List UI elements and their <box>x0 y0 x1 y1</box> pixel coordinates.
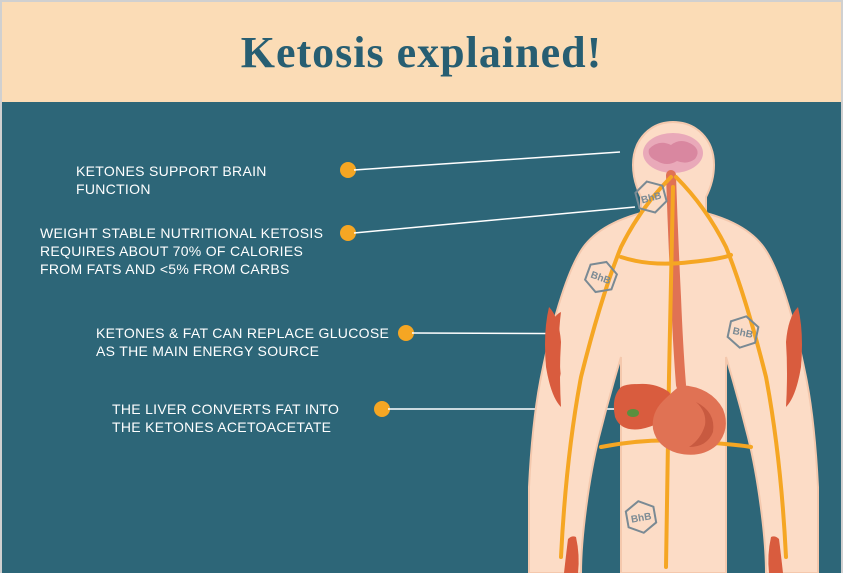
callout-text-2: KETONES & FAT CAN REPLACE GLUCOSE AS THE… <box>96 324 396 360</box>
callout-text-1: WEIGHT STABLE NUTRITIONAL KETOSIS REQUIR… <box>40 224 338 279</box>
main-diagram-area: KETONES SUPPORT BRAIN FUNCTION WEIGHT STA… <box>2 102 841 573</box>
human-body-figure: BhBBhBBhBBhB <box>521 117 826 573</box>
callout-2: KETONES & FAT CAN REPLACE GLUCOSE AS THE… <box>96 324 396 360</box>
header-banner: Ketosis explained! <box>2 2 841 102</box>
callout-text-3: THE LIVER CONVERTS FAT INTO THE KETONES … <box>112 400 372 436</box>
page-title: Ketosis explained! <box>241 27 602 78</box>
callout-dot-3 <box>374 401 390 417</box>
callout-1: WEIGHT STABLE NUTRITIONAL KETOSIS REQUIR… <box>40 224 338 279</box>
brain-icon <box>643 133 703 173</box>
callout-dot-1 <box>340 225 356 241</box>
callout-dot-0 <box>340 162 356 178</box>
callout-dot-2 <box>398 325 414 341</box>
callout-3: THE LIVER CONVERTS FAT INTO THE KETONES … <box>112 400 372 436</box>
callout-text-0: KETONES SUPPORT BRAIN FUNCTION <box>76 162 338 198</box>
callout-0: KETONES SUPPORT BRAIN FUNCTION <box>76 162 338 198</box>
